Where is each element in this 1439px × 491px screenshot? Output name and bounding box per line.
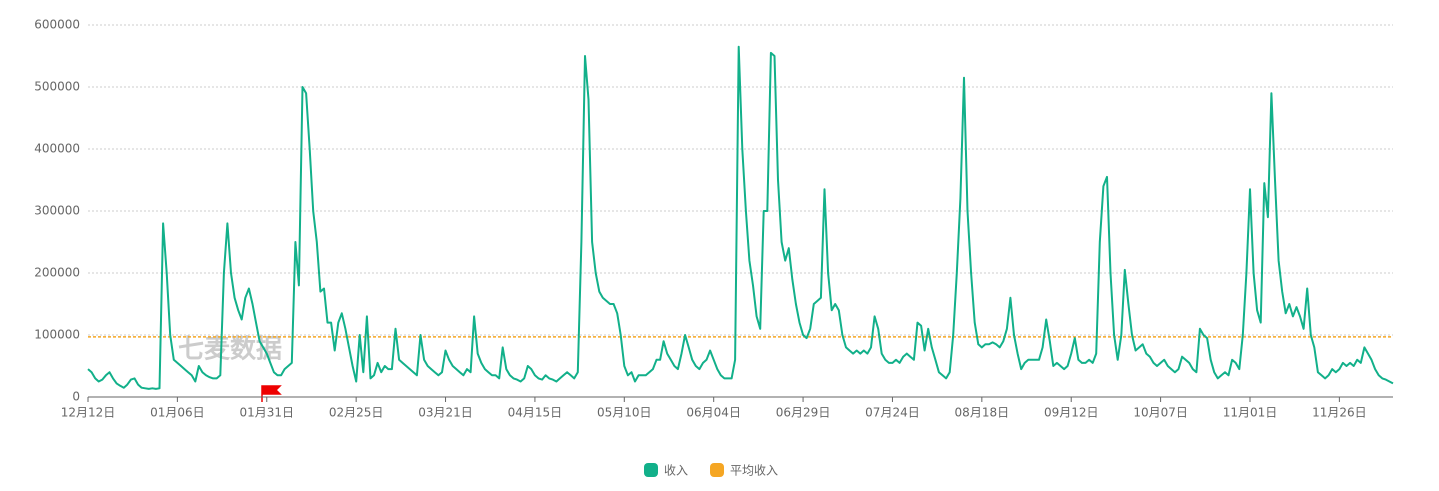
x-tick-label: 05月10日 bbox=[597, 406, 652, 420]
flag-icon bbox=[261, 385, 282, 402]
x-tick-label: 09月12日 bbox=[1044, 406, 1099, 420]
x-tick-label: 06月04日 bbox=[686, 406, 741, 420]
legend-label: 平均收入 bbox=[730, 464, 778, 478]
y-tick-label: 400000 bbox=[34, 142, 80, 156]
x-tick-label: 03月21日 bbox=[418, 406, 473, 420]
x-tick-label: 12月12日 bbox=[61, 406, 116, 420]
x-tick-label: 01月06日 bbox=[150, 406, 205, 420]
x-tick-label: 06月29日 bbox=[776, 406, 831, 420]
x-tick-label: 04月15日 bbox=[508, 406, 563, 420]
y-tick-label: 600000 bbox=[34, 18, 80, 32]
legend-label: 收入 bbox=[664, 464, 688, 478]
y-tick-label: 500000 bbox=[34, 80, 80, 94]
x-tick-label: 07月24日 bbox=[865, 406, 920, 420]
x-tick-label: 01月31日 bbox=[239, 406, 294, 420]
series-line bbox=[87, 45, 1394, 390]
x-tick-label: 11月01日 bbox=[1223, 406, 1278, 420]
y-tick-label: 0 bbox=[72, 390, 80, 404]
y-tick-label: 200000 bbox=[34, 266, 80, 280]
watermark: 七麦数据 bbox=[178, 335, 282, 365]
y-tick-label: 100000 bbox=[34, 328, 80, 342]
x-tick-label: 08月18日 bbox=[955, 406, 1010, 420]
legend-swatch bbox=[710, 463, 725, 477]
y-tick-label: 300000 bbox=[34, 204, 80, 218]
x-tick-label: 02月25日 bbox=[329, 406, 384, 420]
x-tick-label: 11月26日 bbox=[1312, 406, 1367, 420]
legend-swatch bbox=[644, 463, 658, 477]
x-tick-label: 10月07日 bbox=[1133, 406, 1188, 420]
